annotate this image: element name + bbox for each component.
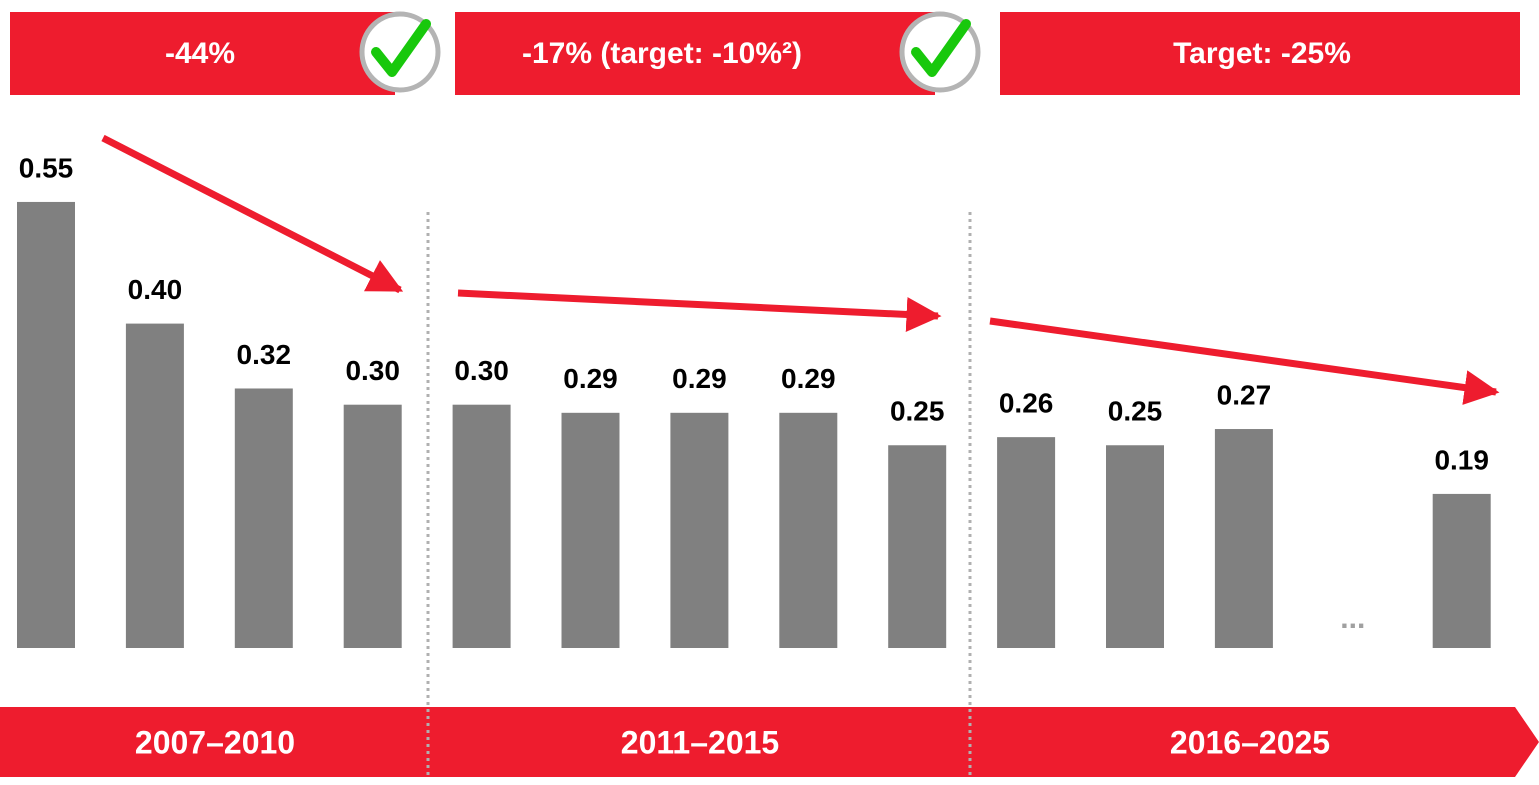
- bar: [997, 437, 1056, 648]
- bar: [234, 388, 293, 648]
- value-label: 0.30: [345, 355, 400, 386]
- header-box: [10, 12, 395, 95]
- value-label: 0.32: [237, 339, 292, 370]
- value-label: 0.29: [781, 363, 836, 394]
- bar: [343, 404, 402, 648]
- value-label: 0.19: [1434, 444, 1489, 475]
- check-mark: [911, 19, 971, 77]
- value-label: 0.25: [1108, 396, 1163, 427]
- bar: [779, 412, 838, 648]
- value-label: 0.27: [1217, 379, 1272, 410]
- value-label: 0.55: [19, 152, 74, 183]
- header-text: -44%: [165, 37, 235, 70]
- period-label: 2007–2010: [135, 724, 295, 760]
- value-label: 0.26: [999, 388, 1054, 419]
- bar: [1432, 493, 1491, 648]
- trend-arrow: [989, 317, 1500, 405]
- ellipsis: ...: [1340, 602, 1365, 635]
- bar: [1106, 445, 1164, 648]
- period-label: 2016–2025: [1170, 724, 1330, 760]
- bar: [125, 323, 184, 648]
- value-label: 0.25: [890, 396, 945, 427]
- header-box: [455, 12, 935, 95]
- bar: [561, 412, 620, 648]
- trend-arrows: [101, 134, 1500, 405]
- dividers: [426, 212, 972, 777]
- value-label: 0.29: [672, 363, 727, 394]
- bar: [670, 412, 729, 648]
- check-mark: [371, 19, 431, 77]
- header-text: -17% (target: -10%²): [522, 37, 802, 70]
- period-label: 2011–2015: [621, 724, 779, 760]
- bar: [1214, 429, 1273, 648]
- bar: [888, 445, 947, 648]
- bar: [17, 201, 75, 648]
- bar: [452, 404, 511, 648]
- trend-arrow: [457, 289, 942, 332]
- header-text: Target: -25%: [1173, 37, 1351, 70]
- trend-arrow: [101, 134, 404, 294]
- value-label: 0.29: [563, 363, 618, 394]
- period-band: [0, 707, 1539, 777]
- value-label: 0.40: [128, 274, 183, 305]
- header-box: [1000, 12, 1520, 95]
- value-label: 0.30: [454, 355, 509, 386]
